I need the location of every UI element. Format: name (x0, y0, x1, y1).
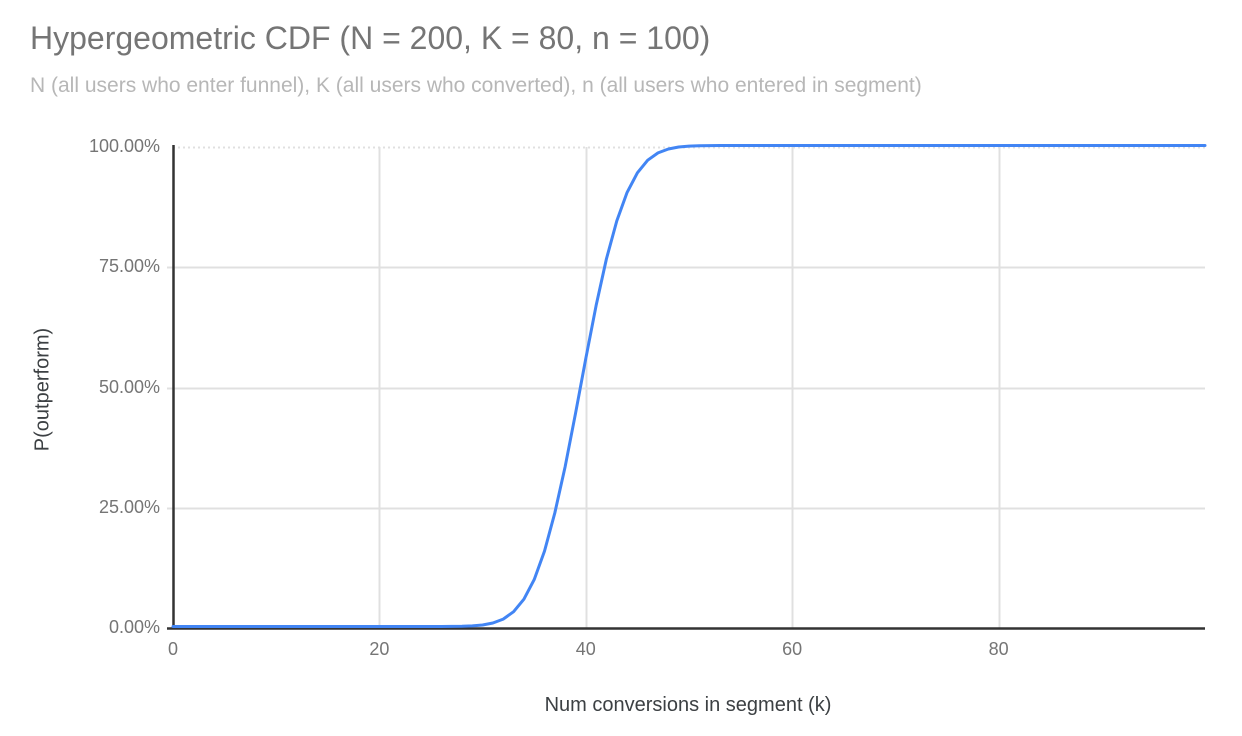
chart-title: Hypergeometric CDF (N = 200, K = 80, n =… (30, 20, 711, 56)
x-tick-label: 60 (782, 639, 803, 659)
x-axis-title: Num conversions in segment (k) (544, 694, 832, 716)
x-tick-label: 0 (167, 639, 178, 659)
y-tick-label: 0.00% (108, 617, 160, 637)
cdf-line-series (171, 144, 1207, 628)
y-tick-label: 75.00% (98, 256, 160, 277)
x-tick-label: 80 (988, 639, 1009, 659)
y-tick-label: 100.00% (88, 136, 160, 156)
y-tick-label: 50.00% (98, 376, 160, 397)
chart-subtitle: N (all users who enter funnel), K (all u… (30, 74, 922, 97)
y-tick-label: 25.00% (98, 496, 160, 517)
x-tick-label: 20 (369, 639, 390, 659)
x-tick-label: 40 (575, 639, 596, 659)
y-axis-title: P(outperform) (31, 327, 54, 452)
